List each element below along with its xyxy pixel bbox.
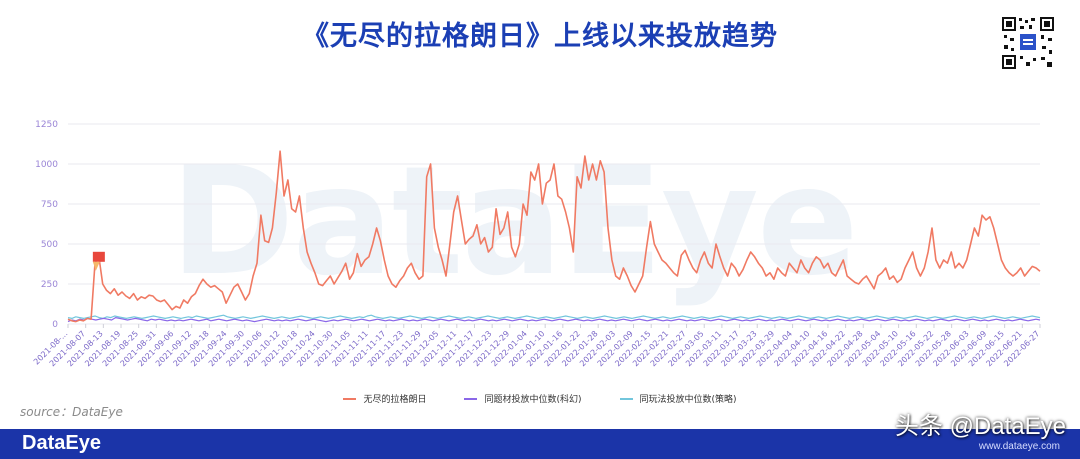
- chart-legend: 无尽的拉格朗日 同题材投放中位数(科幻) 同玩法投放中位数(策略): [0, 392, 1080, 405]
- series-line-2: [67, 317, 1041, 323]
- series-line-1: [67, 150, 1041, 323]
- legend-label-series-3: 同玩法投放中位数(策略): [639, 395, 737, 405]
- launch-marker: [92, 251, 105, 262]
- launch-marker-tip: [92, 261, 100, 271]
- legend-item-series-3[interactable]: 同玩法投放中位数(策略): [619, 392, 737, 405]
- qr-code-icon: [1001, 16, 1055, 70]
- legend-swatch-series-3: [619, 397, 633, 400]
- legend-swatch-series-1: [343, 397, 357, 400]
- footer-bar: DataEye: [0, 429, 1080, 459]
- y-tick-label: 1000: [35, 160, 58, 170]
- legend-label-series-1: 无尽的拉格朗日: [363, 395, 427, 405]
- y-tick-label: 750: [41, 200, 58, 210]
- y-tick-label: 1250: [35, 120, 58, 130]
- footer-logo: DataEye: [22, 432, 101, 454]
- source-label: source：DataEye: [20, 405, 123, 419]
- credit-url: www.dataeye.com: [978, 441, 1060, 452]
- y-tick-label: 0: [52, 320, 58, 330]
- legend-item-series-2[interactable]: 同题材投放中位数(科幻): [464, 392, 582, 405]
- legend-swatch-series-2: [464, 397, 478, 400]
- page-title: 《无尽的拉格朗日》上线以来投放趋势: [302, 21, 778, 52]
- series-line-3: [67, 314, 1041, 319]
- line-chart: 0250500750100012502021-08-...2021-08-072…: [32, 120, 1041, 368]
- legend-item-series-1[interactable]: 无尽的拉格朗日: [343, 392, 426, 405]
- legend-label-series-2: 同题材投放中位数(科幻): [484, 395, 582, 405]
- credit-watermark: 头条 @DataEye: [894, 413, 1066, 440]
- y-tick-label: 500: [41, 240, 58, 250]
- y-tick-label: 250: [41, 280, 58, 290]
